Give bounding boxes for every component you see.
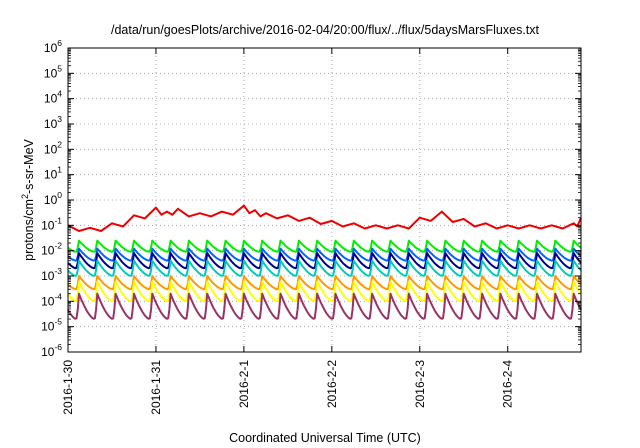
series-line-1 <box>67 204 582 232</box>
y-tick-label: 10-5 <box>41 317 62 334</box>
y-axis-label-sup: 2 <box>20 194 30 199</box>
series-group <box>67 204 582 320</box>
y-tick-label: 103 <box>44 114 62 131</box>
x-tick-label: 2016-2-2 <box>325 360 339 408</box>
y-tick-label: 10-4 <box>41 291 62 308</box>
series-line-3 <box>67 247 582 262</box>
series-line-6 <box>67 275 582 291</box>
series-line-4 <box>67 252 582 270</box>
x-tick-label: 2016-1-31 <box>149 360 163 415</box>
y-tick-label: 100 <box>44 190 62 207</box>
x-axis-label: Coordinated Universal Time (UTC) <box>229 431 421 445</box>
y-tick-label: 102 <box>44 139 62 156</box>
x-axis-ticks: 2016-1-30 2016-1-31 2016-2-1 2016-2-2 2016-2… <box>61 48 515 415</box>
grid-lines <box>67 48 581 352</box>
x-tick-label: 2016-2-1 <box>237 360 251 408</box>
y-tick-label: 101 <box>44 165 62 182</box>
y-tick-label: 105 <box>44 63 62 80</box>
chart-title: /data/run/goesPlots/archive/2016-02-04/2… <box>111 23 540 37</box>
series-line-7 <box>67 280 582 303</box>
y-tick-label: 104 <box>44 89 62 106</box>
y-tick-label: 10-6 <box>41 342 62 359</box>
x-tick-label: 2016-2-3 <box>413 360 427 408</box>
y-tick-label: 10-1 <box>41 215 62 232</box>
series-line-2 <box>67 239 582 253</box>
x-tick-label: 2016-2-4 <box>501 360 515 408</box>
y-tick-label: 10-2 <box>41 241 62 258</box>
series-line-8 <box>67 292 582 320</box>
y-tick-label: 10-3 <box>41 266 62 283</box>
y-axis-label: protons/cm2-s-sr-MeV <box>20 138 36 260</box>
y-axis-label-prefix: protons/cm <box>22 199 36 261</box>
y-tick-label: 106 <box>44 38 62 55</box>
x-tick-label: 2016-1-30 <box>61 360 75 415</box>
series-line-5 <box>67 259 582 277</box>
y-axis-ticks: 10-6 10-5 10-4 10-3 10-2 10-1 100 101 102 103 104 1… <box>41 38 581 359</box>
y-axis-label-suffix: -s-sr-MeV <box>22 138 36 194</box>
